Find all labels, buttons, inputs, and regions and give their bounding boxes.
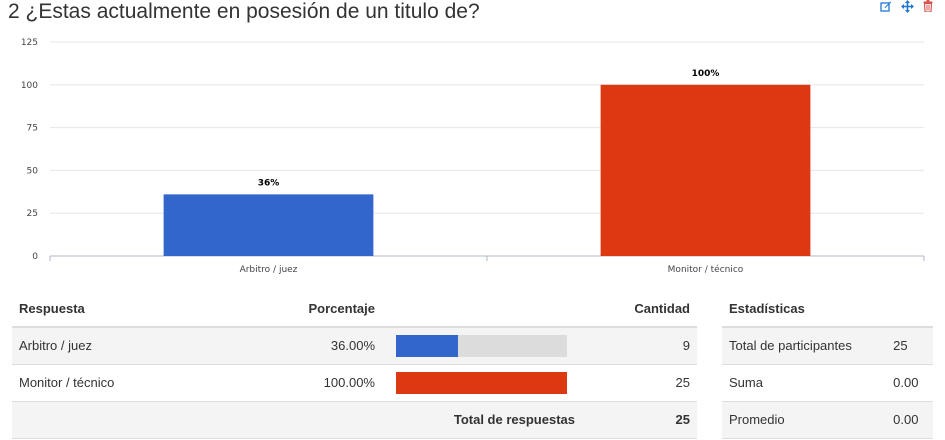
y-tick-label: 0 [32,252,38,262]
y-tick-label: 75 [27,124,38,134]
bar-chart: 0 25 50 75 100 125 36% Arbitro / juez 100% Monito… [21,38,925,275]
statistics-table: Estadísticas Total de participantes 25 S… [722,291,933,439]
percent-bar-track [396,371,567,394]
percent-header: Porcentaje [282,291,382,328]
percent-bar-fill [396,371,567,394]
stat-label: Total de participantes [722,327,884,365]
x-tick-label: Arbitro / juez [240,265,298,275]
percent-cell: 36.00% [282,327,382,365]
y-tick-label: 125 [21,38,38,48]
percent-bar-fill [396,334,458,357]
statistics-header: Estadísticas [722,291,933,328]
total-value: 25 [582,401,697,439]
stat-row: Total de participantes 25 [722,327,933,365]
stat-label: Suma [722,364,884,402]
y-tick-label: 100 [21,81,38,91]
total-label: Total de respuestas [382,401,582,439]
bar [163,194,374,256]
count-cell: 9 [582,327,697,365]
stat-label: Promedio [722,401,884,439]
table-row: Monitor / técnico 100.00% 25 [12,364,697,402]
y-tick-label: 25 [27,209,38,219]
bar-header [382,291,582,328]
percent-cell: 100.00% [282,364,382,402]
data-label: 100% [692,69,720,79]
count-header: Cantidad [582,291,697,328]
percent-bar-cell [382,327,582,365]
answer-cell: Monitor / técnico [12,364,282,402]
count-cell: 25 [582,364,697,402]
stat-row: Promedio 0.00 [722,401,933,439]
table-row: Arbitro / juez 36.00% 9 [12,327,697,365]
answer-header: Respuesta [12,291,282,328]
stat-row: Suma 0.00 [722,364,933,402]
y-tick-label: 50 [27,166,39,176]
edit-icon[interactable] [880,0,892,12]
stat-value: 25 [883,327,933,365]
question-title: 2 ¿Estas actualmente en posesión de un t… [8,0,480,23]
percent-bar-track [396,334,567,357]
move-icon[interactable] [901,0,914,13]
x-tick-label: Monitor / técnico [668,264,744,275]
delete-icon[interactable] [923,0,933,12]
bar [600,84,811,256]
question-toolbar [880,0,933,13]
stat-value: 0.00 [883,364,933,402]
answer-cell: Arbitro / juez [12,327,282,365]
stat-value: 0.00 [883,401,933,439]
total-row: Total de respuestas 25 [12,401,697,439]
percent-bar-cell [382,364,582,402]
response-table: Respuesta Porcentaje Cantidad Arbitro / … [12,291,697,439]
data-label: 36% [258,178,280,188]
